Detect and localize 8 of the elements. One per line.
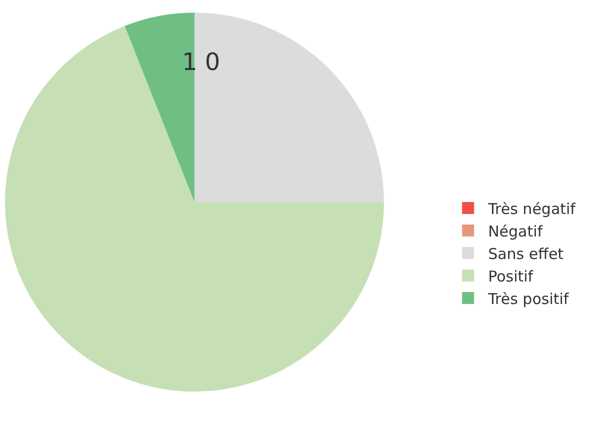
legend-label: Très négatif — [487, 200, 576, 218]
legend-label: Sans effet — [488, 244, 564, 263]
pie-slice — [194, 12, 384, 202]
pie-slice — [124, 12, 194, 202]
pie-slice — [5, 26, 384, 392]
legend-label: Très positif — [487, 290, 570, 308]
legend-label: Négatif — [488, 222, 544, 240]
legend-label: Positif — [488, 267, 534, 286]
